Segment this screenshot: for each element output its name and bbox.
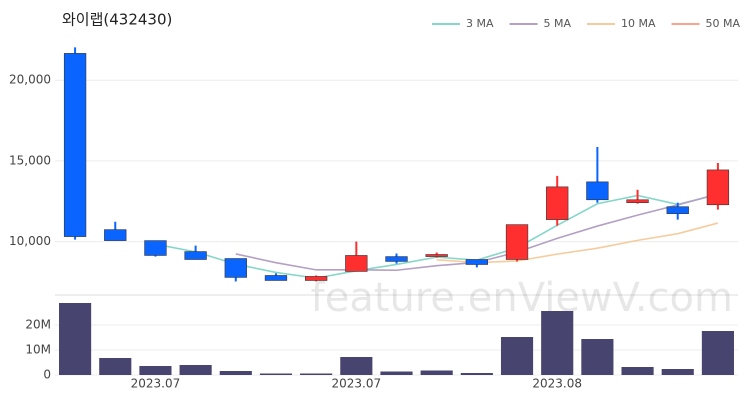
candle-body <box>224 258 247 278</box>
candle-body <box>666 206 689 214</box>
volume-bar <box>380 371 413 375</box>
legend-label: 3 MA <box>466 17 494 30</box>
volume-bar <box>300 373 333 375</box>
candle-body <box>425 254 448 257</box>
candle-body <box>626 199 649 203</box>
candle-body <box>706 169 730 206</box>
chart-title: 와이랩(432430) <box>62 11 172 29</box>
candle-body <box>505 224 529 260</box>
candle-body <box>465 259 489 265</box>
volume-bar <box>621 367 654 375</box>
candle-body <box>546 186 569 220</box>
candle-body <box>345 255 368 272</box>
volume-bar <box>139 366 172 375</box>
volume-bar <box>701 331 734 375</box>
candle-body <box>586 181 609 201</box>
volume-bar <box>541 311 574 375</box>
candle-body <box>144 240 167 256</box>
candle-body <box>184 251 207 260</box>
watermark: feature.enViewV.com <box>311 275 733 321</box>
y-tick-label: 10,000 <box>9 234 51 248</box>
volume-bar <box>581 339 614 375</box>
x-tick-label: 2023.08 <box>532 377 582 391</box>
y-tick-label: 20,000 <box>9 73 51 87</box>
volume-bar <box>219 371 252 375</box>
candle-body <box>304 276 328 281</box>
volume-bar <box>500 337 534 375</box>
volume-bar <box>661 369 694 375</box>
y-tick-label: 0 <box>43 368 51 382</box>
volume-bar <box>99 358 132 375</box>
y-tick-label: 10M <box>25 343 51 357</box>
x-tick-label: 2023.07 <box>332 377 382 391</box>
y-tick-label: 20M <box>25 318 51 332</box>
x-tick-label: 2023.07 <box>131 377 181 391</box>
legend-label: 50 MA <box>706 17 741 30</box>
volume-bar <box>259 373 293 375</box>
volume-bar <box>59 303 92 375</box>
volume-bar <box>420 370 453 375</box>
legend-label: 5 MA <box>544 17 572 30</box>
volume-bar <box>460 373 493 375</box>
legend-label: 10 MA <box>621 17 656 30</box>
volume-bar <box>340 357 373 375</box>
volume-bar <box>179 365 212 375</box>
candle-body <box>385 256 408 262</box>
y-tick-label: 15,000 <box>9 153 51 167</box>
candle-body <box>104 229 127 241</box>
candle-body <box>63 53 87 237</box>
candle-body <box>264 275 288 281</box>
